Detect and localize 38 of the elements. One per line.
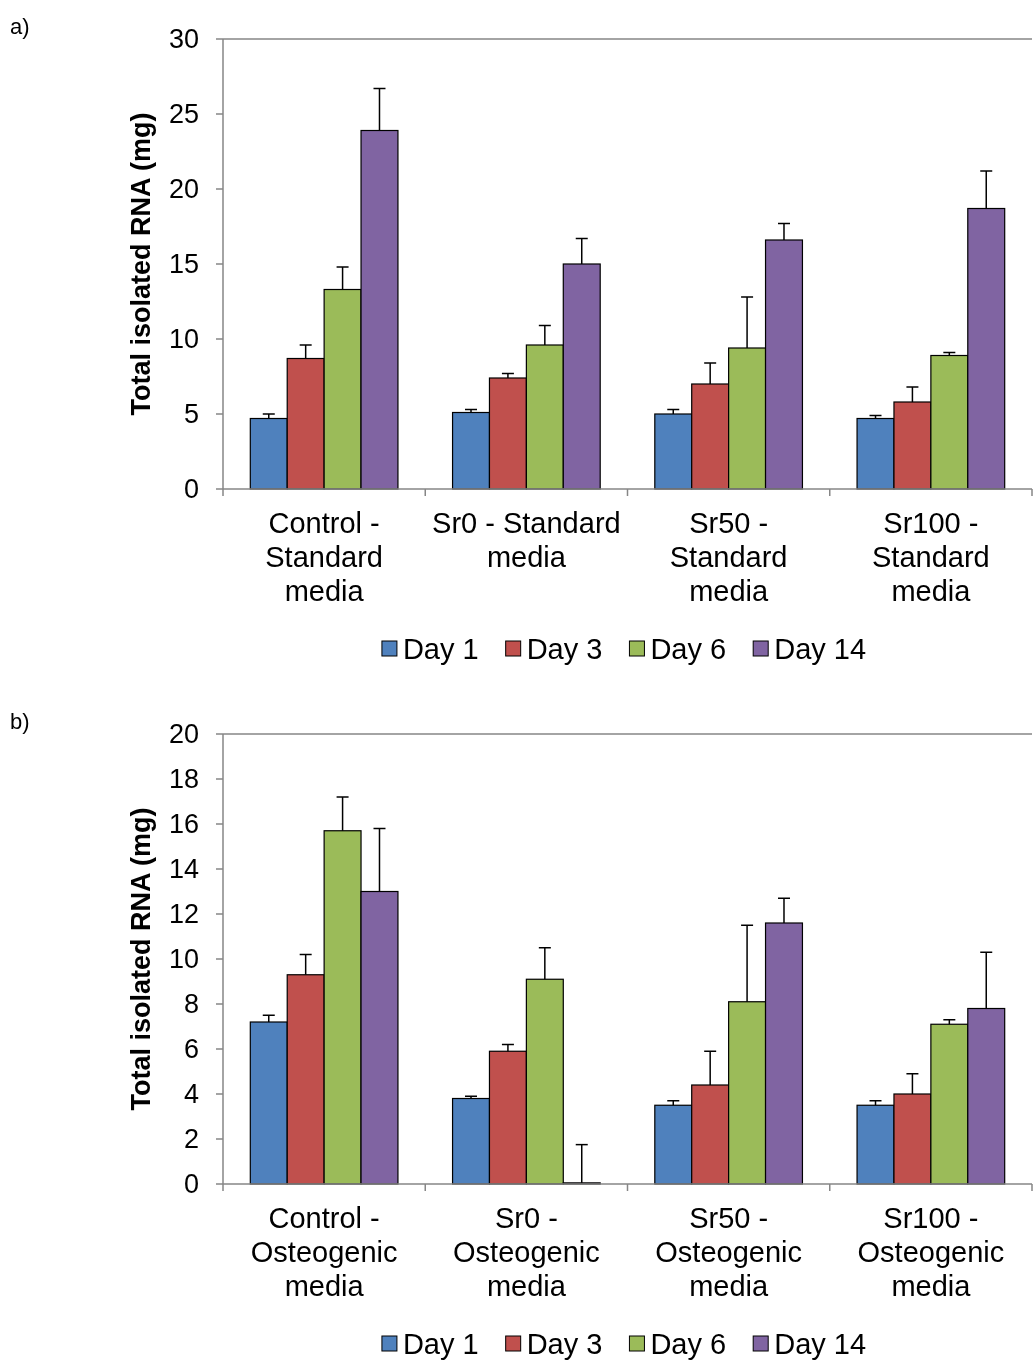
x-tick-label: Sr100 - Standard media xyxy=(872,507,990,607)
y-tick-label: 16 xyxy=(168,809,199,840)
y-axis-title: Total isolated RNA (mg) xyxy=(126,807,156,1111)
legend-label: Day 6 xyxy=(650,1328,727,1360)
y-axis-title: Total isolated RNA (mg) xyxy=(126,112,156,416)
y-tick-label: 0 xyxy=(183,1169,199,1200)
y-tick-label: 8 xyxy=(183,989,199,1020)
y-tick-label: 10 xyxy=(168,944,199,975)
y-tick-label: 20 xyxy=(168,719,199,750)
y-tick-label: 6 xyxy=(183,1034,199,1065)
y-tick-label: 12 xyxy=(168,899,199,930)
y-tick-label: 0 xyxy=(183,474,199,505)
x-tick-label: Sr50 - Osteogenic media xyxy=(655,1202,802,1302)
y-tick-label: 30 xyxy=(168,24,199,55)
y-tick-label: 18 xyxy=(168,764,199,795)
y-tick-label: 2 xyxy=(183,1124,199,1155)
legend-label: Day 1 xyxy=(402,1328,479,1360)
x-tick-label: Sr100 - Osteogenic media xyxy=(857,1202,1005,1302)
text: b) xyxy=(10,709,30,734)
legend-label: Day 3 xyxy=(526,1328,603,1360)
x-tick-label: Control - Standard media xyxy=(265,507,383,607)
y-tick-label: 5 xyxy=(183,399,199,430)
y-tick-label: 14 xyxy=(168,854,199,885)
y-tick-label: 10 xyxy=(168,324,199,355)
legend-label: Day 6 xyxy=(650,633,727,666)
y-tick-label: 20 xyxy=(168,174,199,205)
y-tick-label: 15 xyxy=(168,249,199,280)
legend-label: Day 3 xyxy=(526,633,603,666)
legend-label: Day 14 xyxy=(774,1328,867,1360)
legend-label: Day 14 xyxy=(774,633,867,666)
x-tick-label: Sr50 - Standard media xyxy=(669,507,788,607)
y-tick-label: 4 xyxy=(183,1079,199,1110)
x-tick-label: Sr0 - Osteogenic media xyxy=(453,1202,600,1302)
legend-label: Day 1 xyxy=(402,633,479,666)
x-tick-label: Control - Osteogenic media xyxy=(250,1202,398,1302)
y-tick-label: 25 xyxy=(168,99,199,130)
text: a) xyxy=(10,14,30,39)
x-tick-label: Sr0 - Standard media xyxy=(432,507,621,573)
